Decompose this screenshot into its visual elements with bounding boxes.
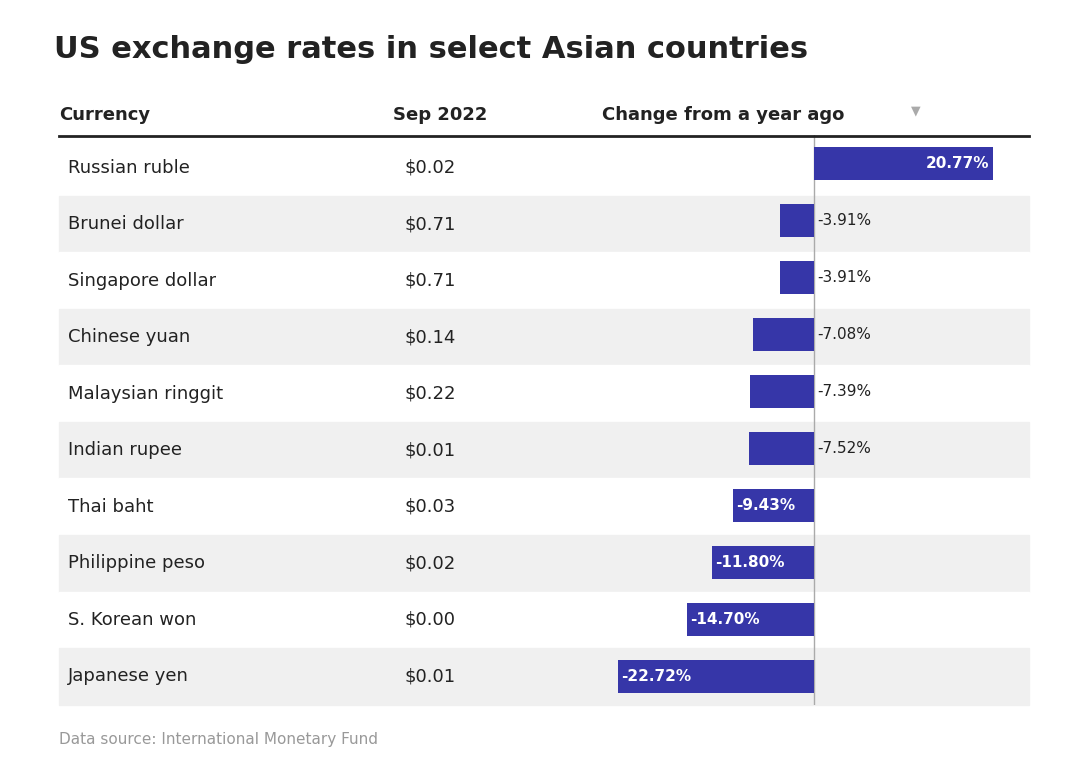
- Text: -9.43%: -9.43%: [736, 497, 796, 513]
- Text: -3.91%: -3.91%: [817, 213, 871, 228]
- Text: ▼: ▼: [911, 105, 921, 118]
- Text: $0.22: $0.22: [404, 385, 456, 403]
- Bar: [618, 660, 814, 692]
- Text: -3.91%: -3.91%: [817, 270, 871, 285]
- Text: Malaysian ringgit: Malaysian ringgit: [68, 385, 223, 403]
- Text: $0.02: $0.02: [404, 159, 456, 176]
- Text: Brunei dollar: Brunei dollar: [68, 215, 183, 233]
- Text: $0.00: $0.00: [404, 611, 455, 629]
- Text: 20.77%: 20.77%: [926, 156, 990, 171]
- Text: US exchange rates in select Asian countries: US exchange rates in select Asian countr…: [54, 35, 808, 64]
- Text: -11.80%: -11.80%: [716, 554, 785, 570]
- Text: Data source: International Monetary Fund: Data source: International Monetary Fund: [59, 732, 378, 747]
- Text: Sep 2022: Sep 2022: [393, 106, 488, 124]
- Bar: [713, 546, 814, 578]
- Bar: [752, 318, 814, 350]
- Text: Japanese yen: Japanese yen: [68, 668, 189, 685]
- Text: Thai baht: Thai baht: [68, 497, 153, 516]
- Text: Russian ruble: Russian ruble: [68, 159, 190, 176]
- Bar: [750, 375, 814, 407]
- Bar: [687, 603, 814, 635]
- Bar: [749, 432, 814, 464]
- Text: -14.70%: -14.70%: [691, 611, 760, 627]
- Text: S. Korean won: S. Korean won: [68, 611, 196, 629]
- Text: -7.52%: -7.52%: [817, 440, 871, 456]
- Text: Change from a year ago: Change from a year ago: [602, 106, 844, 124]
- Bar: [780, 261, 814, 293]
- Text: $0.14: $0.14: [404, 328, 456, 346]
- Text: $0.02: $0.02: [404, 554, 456, 572]
- Text: Chinese yuan: Chinese yuan: [68, 328, 190, 346]
- Text: $0.71: $0.71: [404, 215, 456, 233]
- Bar: [733, 489, 814, 521]
- Text: -22.72%: -22.72%: [621, 668, 691, 684]
- Text: -7.39%: -7.39%: [817, 383, 871, 399]
- Text: $0.01: $0.01: [404, 668, 455, 685]
- Text: $0.03: $0.03: [404, 497, 456, 516]
- Text: -7.08%: -7.08%: [817, 326, 871, 342]
- Bar: [780, 204, 814, 236]
- Bar: [814, 147, 993, 179]
- Text: Singapore dollar: Singapore dollar: [68, 272, 216, 290]
- Text: Indian rupee: Indian rupee: [68, 441, 182, 459]
- Text: Currency: Currency: [59, 106, 151, 124]
- Text: Philippine peso: Philippine peso: [68, 554, 205, 572]
- Text: $0.71: $0.71: [404, 272, 456, 290]
- Text: $0.01: $0.01: [404, 441, 455, 459]
